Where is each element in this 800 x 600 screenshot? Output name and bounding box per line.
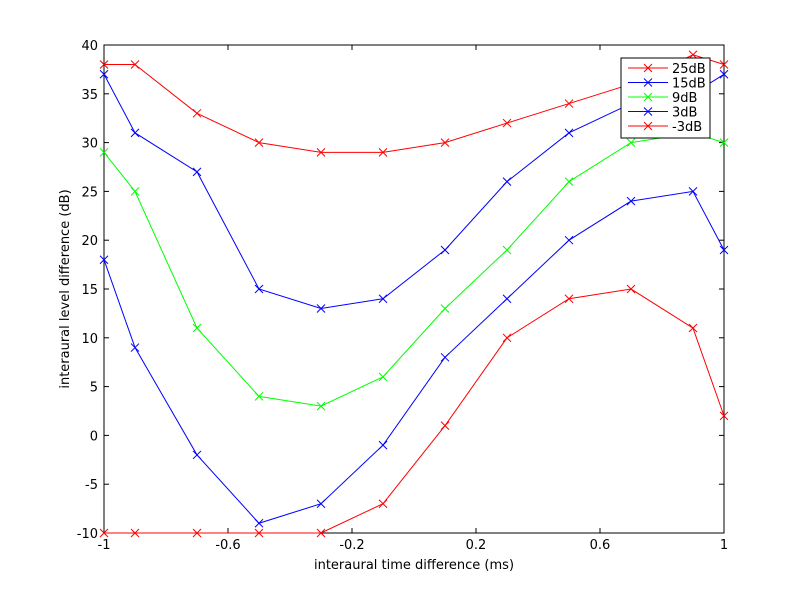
data-point <box>378 148 388 157</box>
data-point <box>502 118 512 128</box>
x-tick-label: -0.6 <box>215 538 240 553</box>
data-point <box>719 60 729 69</box>
data-point <box>130 60 140 69</box>
data-point <box>130 343 140 352</box>
x-tick-label: -1 <box>98 538 111 553</box>
y-tick-label: 5 <box>90 381 98 396</box>
data-point <box>502 333 512 343</box>
series-line-2 <box>103 132 725 407</box>
x-tick-label: -0.2 <box>339 538 364 553</box>
data-point <box>316 528 326 538</box>
data-point <box>378 372 388 382</box>
y-tick-label: 40 <box>81 39 98 54</box>
data-point <box>192 167 202 177</box>
legend <box>620 57 711 139</box>
data-point <box>626 284 636 294</box>
data-point <box>440 421 450 430</box>
y-tick-label: 15 <box>81 283 98 298</box>
data-point <box>626 196 636 206</box>
data-point <box>99 528 109 538</box>
data-point <box>192 108 202 118</box>
data-point <box>99 148 109 157</box>
data-point <box>130 187 140 196</box>
data-point <box>316 401 326 411</box>
data-point <box>719 411 729 421</box>
data-point <box>192 528 202 538</box>
y-tick-label: -10 <box>77 527 98 542</box>
data-point <box>564 128 574 138</box>
data-point <box>719 245 729 255</box>
legend-label: 15dB <box>672 77 706 92</box>
data-point <box>564 235 574 245</box>
data-point <box>440 245 450 255</box>
data-point <box>440 352 450 362</box>
data-point <box>99 69 109 79</box>
x-tick-label: 1 <box>720 538 728 553</box>
data-point <box>99 255 109 265</box>
data-point <box>192 323 202 333</box>
legend-marker <box>643 63 653 73</box>
data-point <box>440 138 450 147</box>
data-point <box>192 450 202 460</box>
legend-label: 3dB <box>672 106 697 121</box>
legend-marker <box>643 107 653 116</box>
x-tick-label: 0.6 <box>590 538 611 553</box>
data-point <box>378 440 388 450</box>
data-point <box>688 323 698 333</box>
legend-marker <box>643 78 653 87</box>
series-line-4 <box>104 288 725 534</box>
data-point <box>316 499 326 509</box>
series-line-3 <box>103 190 725 524</box>
data-point <box>502 294 512 304</box>
y-tick-label: 10 <box>81 332 98 347</box>
legend-marker <box>643 121 653 131</box>
data-point <box>254 518 264 528</box>
data-point <box>688 50 698 60</box>
legend-label: 9dB <box>672 91 697 106</box>
data-point <box>378 294 388 304</box>
legend-label: -3dB <box>672 120 702 135</box>
legend-label: 25dB <box>672 62 706 77</box>
data-point <box>99 60 109 69</box>
data-point <box>564 177 574 186</box>
data-point <box>502 245 512 255</box>
data-point <box>254 528 264 538</box>
data-point <box>378 499 388 509</box>
data-point <box>254 138 264 147</box>
data-point <box>316 304 326 313</box>
data-point <box>254 284 264 294</box>
data-point <box>564 99 574 108</box>
data-point <box>564 294 574 304</box>
x-tick-label: 0.2 <box>466 538 487 553</box>
y-tick-label: 35 <box>81 88 98 103</box>
data-point <box>719 138 729 147</box>
y-tick-label: 25 <box>81 185 98 200</box>
data-point <box>130 128 140 138</box>
data-point <box>626 138 636 147</box>
y-axis-label: interaural level difference (dB) <box>58 189 73 388</box>
data-point <box>440 304 450 313</box>
data-point <box>130 528 140 538</box>
data-point <box>254 392 264 401</box>
y-tick-label: 0 <box>90 429 98 444</box>
y-tick-label: 30 <box>81 137 98 152</box>
data-point <box>502 177 512 186</box>
legend-marker <box>643 92 653 102</box>
y-tick-label: -5 <box>85 478 98 493</box>
data-point <box>719 69 729 79</box>
data-point <box>316 148 326 157</box>
x-axis-label: interaural time difference (ms) <box>314 558 514 573</box>
data-point <box>688 187 698 196</box>
y-tick-label: 20 <box>81 234 98 249</box>
